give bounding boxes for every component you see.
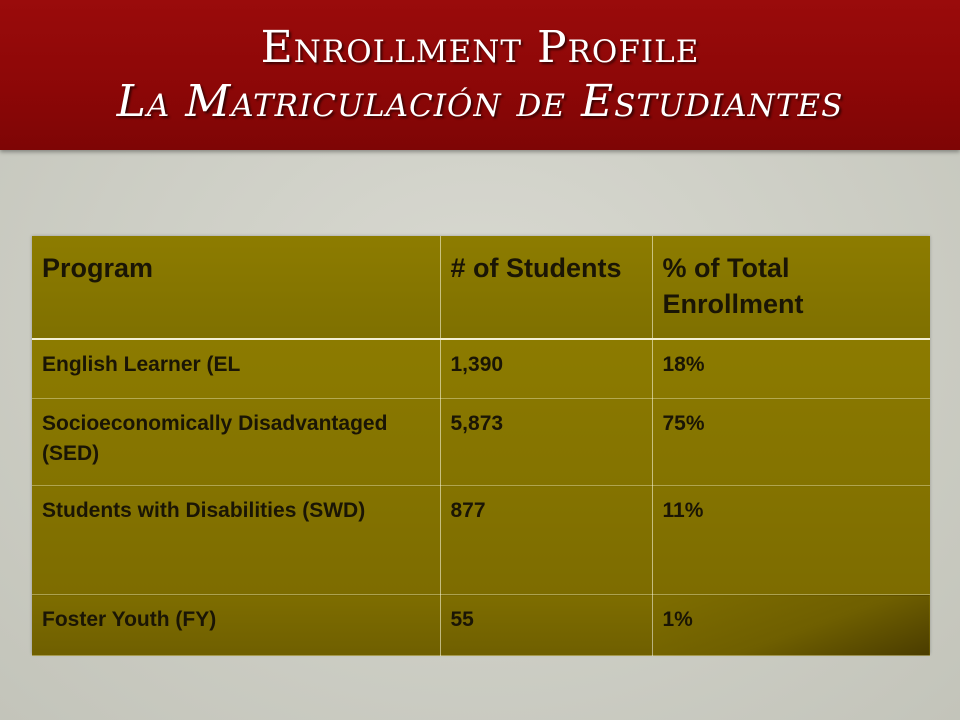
students-cell: 1,390 (440, 339, 653, 399)
program-cell: English Learner (EL (32, 339, 441, 399)
program-cell: Foster Youth (FY) (32, 594, 441, 656)
header-num-students: # of Students (440, 236, 653, 340)
enrollment-table: Program # of Students % of Total Enrollm… (32, 236, 930, 656)
percent-cell: 1% (652, 594, 930, 656)
enrollment-table-container: Program # of Students % of Total Enrollm… (32, 236, 930, 656)
title-band: Enrollment Profile La Matriculación de E… (0, 0, 960, 150)
students-cell: 877 (440, 485, 653, 595)
percent-cell: 11% (652, 485, 930, 595)
table-row: Socioeconomically Disadvantaged (SED) 5,… (32, 398, 930, 486)
students-cell: 55 (440, 594, 653, 656)
table-header-row: Program # of Students % of Total Enrollm… (32, 236, 930, 340)
slide-title: Enrollment Profile (260, 22, 700, 73)
students-cell: 5,873 (440, 398, 653, 486)
table-row: English Learner (EL 1,390 18% (32, 339, 930, 399)
program-cell: Students with Disabilities (SWD) (32, 485, 441, 595)
program-cell: Socioeconomically Disadvantaged (SED) (32, 398, 441, 486)
percent-cell: 18% (652, 339, 930, 399)
percent-cell: 75% (652, 398, 930, 486)
table-row: Foster Youth (FY) 55 1% (32, 594, 930, 656)
slide-subtitle: La Matriculación de Estudiantes (116, 76, 844, 127)
header-program: Program (32, 236, 441, 340)
table-row: Students with Disabilities (SWD) 877 11% (32, 485, 930, 595)
header-percent-enrollment: % of Total Enrollment (652, 236, 930, 340)
